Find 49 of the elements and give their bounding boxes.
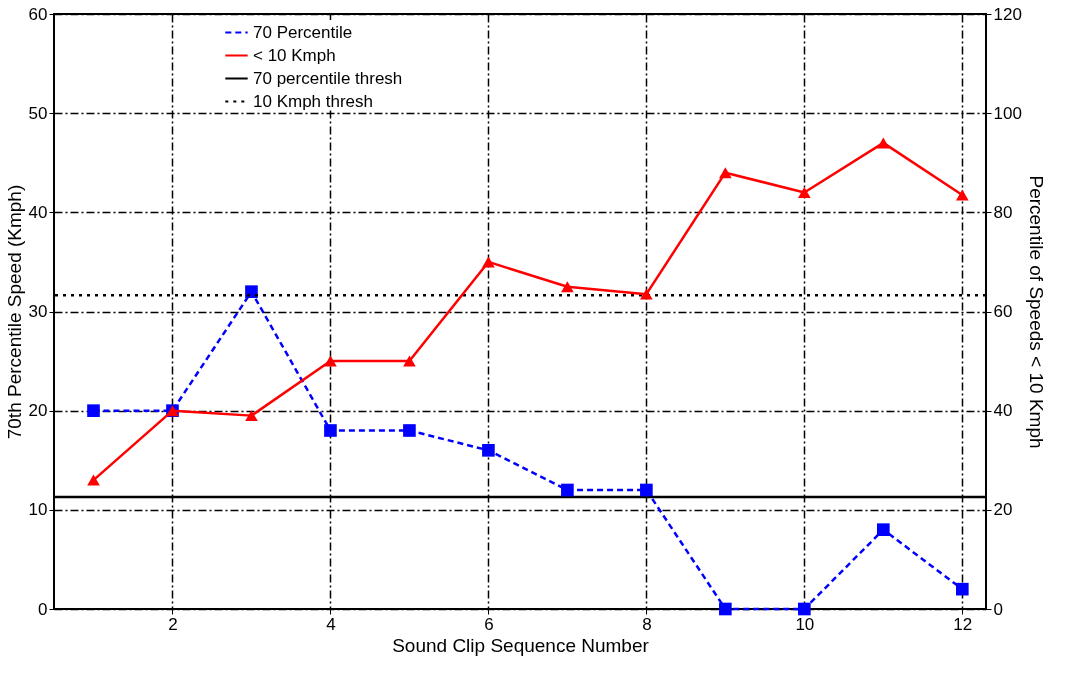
point xyxy=(561,281,574,293)
y-tick-label: 40 xyxy=(28,202,48,222)
point xyxy=(955,189,969,201)
point xyxy=(403,355,416,367)
y-tick-label: 60 xyxy=(28,4,48,24)
legend-label: < 10 Kmph xyxy=(253,45,336,65)
point xyxy=(324,424,337,437)
x-tick-label: 6 xyxy=(484,614,494,634)
y-tick-label: 0 xyxy=(38,599,48,619)
y2-tick-label: 60 xyxy=(993,302,1013,321)
y-tick-label: 10 xyxy=(28,500,48,520)
x-tick-label: 12 xyxy=(953,614,973,634)
point xyxy=(561,483,574,497)
y2-tick-label: 40 xyxy=(993,401,1013,421)
y-tick-label: 30 xyxy=(28,302,48,321)
point xyxy=(640,288,653,300)
point xyxy=(798,187,811,198)
x-tick-label: 2 xyxy=(168,614,178,634)
y-axis-title: 70th Percentile Speed (Kmph) xyxy=(3,184,25,440)
y2-tick-label: 20 xyxy=(993,500,1013,520)
y2-tick-label: 120 xyxy=(993,4,1022,24)
x-axis-title: Sound Clip Sequence Number xyxy=(392,634,650,656)
y2-tick-label: 80 xyxy=(993,202,1013,222)
y2-axis-title: Percentile of Speeds < 10 Kmph xyxy=(1025,175,1047,449)
point xyxy=(877,137,890,149)
legend-label: 10 Kmph thresh xyxy=(253,91,374,111)
x-tick-label: 10 xyxy=(795,614,815,634)
y-tick-label: 20 xyxy=(28,401,48,421)
legend-label: 70 percentile thresh xyxy=(253,68,403,88)
point xyxy=(245,285,258,298)
point xyxy=(719,602,732,616)
point xyxy=(798,602,811,616)
point xyxy=(245,410,258,422)
x-tick-label: 4 xyxy=(326,614,336,634)
point xyxy=(640,483,653,497)
point xyxy=(719,167,732,179)
point xyxy=(324,355,337,367)
legend-label: 70 Percentile xyxy=(253,22,353,42)
y2-tick-label: 100 xyxy=(993,103,1022,123)
y-tick-label: 50 xyxy=(28,103,48,123)
point xyxy=(877,523,890,536)
point xyxy=(403,424,416,437)
point xyxy=(482,444,495,457)
point xyxy=(482,256,495,268)
x-tick-label: 8 xyxy=(642,614,652,634)
point xyxy=(87,404,100,417)
point xyxy=(87,474,100,486)
y2-tick-label: 0 xyxy=(993,599,1003,619)
point xyxy=(955,582,969,596)
